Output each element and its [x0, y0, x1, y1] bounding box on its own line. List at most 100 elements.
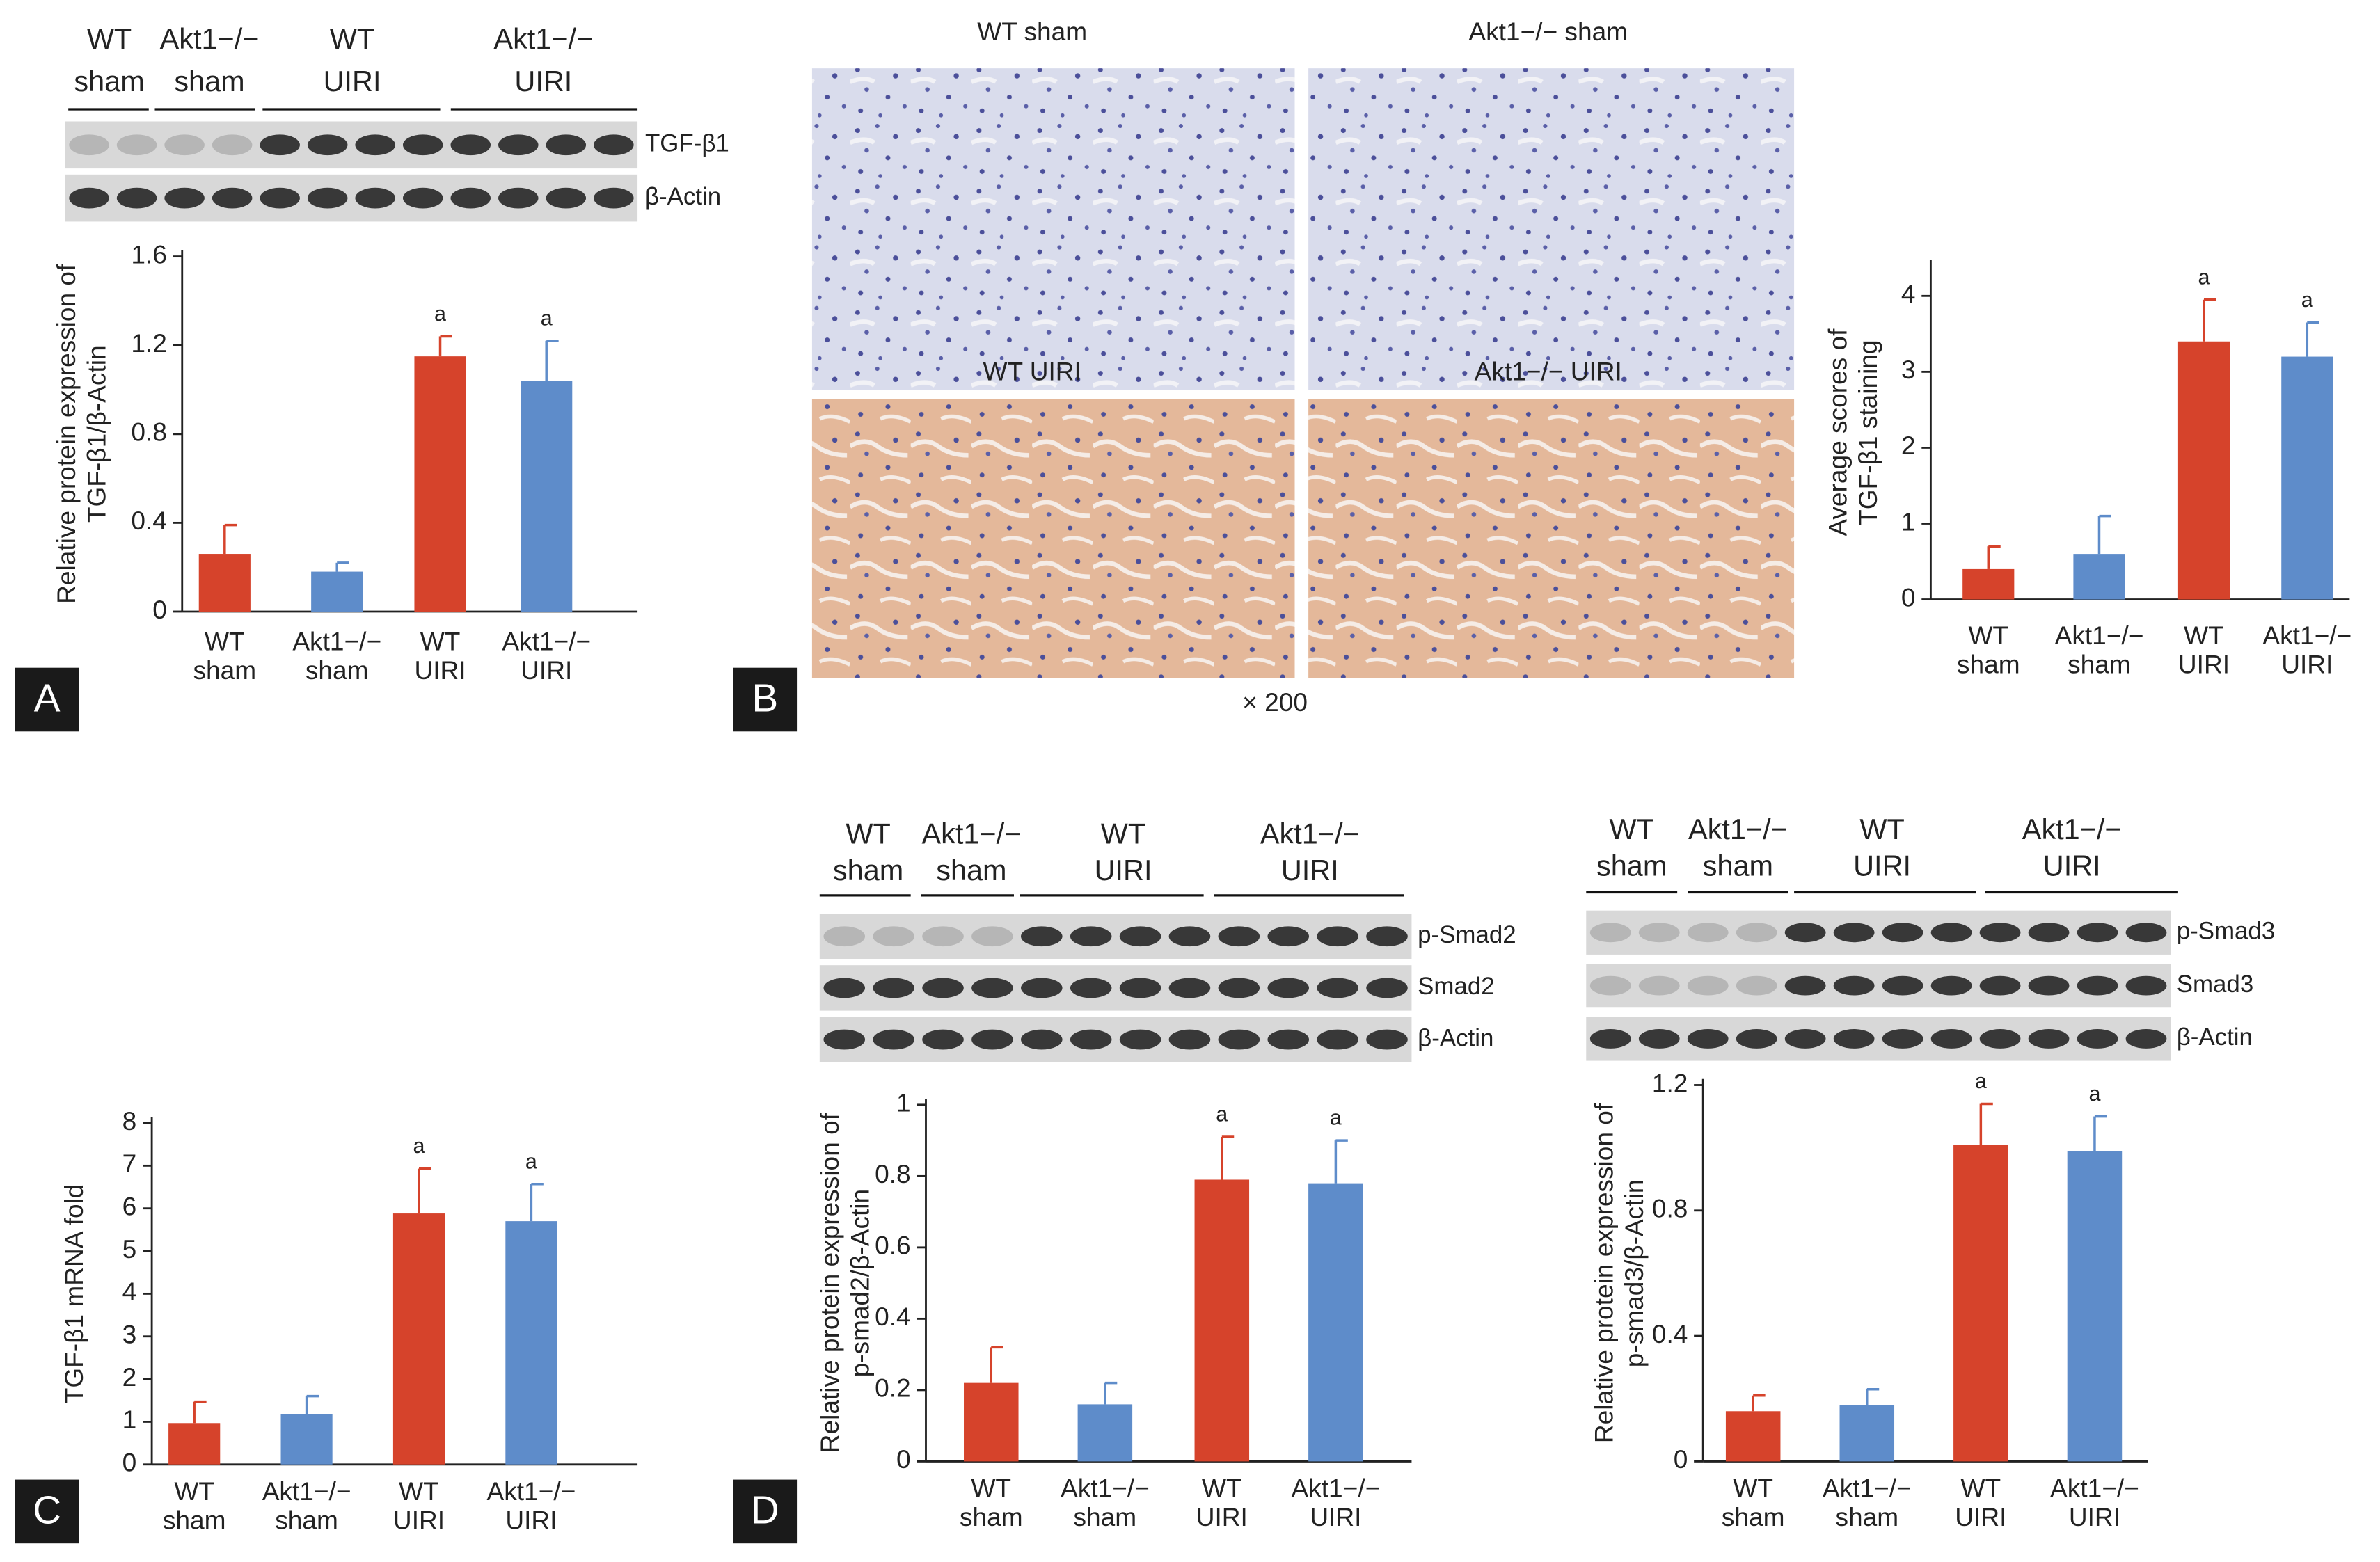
blot-group-label: Akt1−/−: [1688, 813, 1788, 845]
bar: [1725, 1411, 1781, 1462]
x-tick-label: sham: [275, 1505, 338, 1534]
blot-group-label: UIRI: [2043, 850, 2101, 882]
band-label: β-Actin: [1418, 1024, 1493, 1051]
panel-label-box: [15, 667, 79, 732]
band-label: p-Smad2: [1418, 921, 1516, 948]
blot-band: [1317, 978, 1358, 998]
y-tick-label: 1.2: [131, 328, 167, 358]
blot-band: [823, 926, 866, 947]
significance-label: a: [525, 1149, 537, 1173]
blot-band: [1070, 926, 1112, 947]
blot-band: [546, 187, 587, 209]
bar: [392, 1213, 445, 1465]
blot-group-label: WT: [846, 818, 890, 850]
y-tick-label: 1.2: [1652, 1068, 1688, 1097]
blot-band: [1930, 975, 1972, 996]
blot-strip: [819, 914, 1412, 959]
bar: [1194, 1179, 1250, 1462]
y-tick-label: 1: [896, 1088, 911, 1117]
blot-band: [212, 187, 253, 209]
bar: [2281, 356, 2333, 600]
significance-label: a: [1330, 1106, 1342, 1130]
blot-group-label: sham: [936, 854, 1006, 886]
blot-band: [1317, 926, 1358, 947]
blot-band: [1784, 1029, 1826, 1049]
panel-label-box: [15, 1479, 79, 1544]
blot-band: [823, 978, 866, 998]
blot-band: [2077, 1029, 2118, 1049]
blot-band: [1021, 1029, 1063, 1050]
micrograph-label: Akt1−/− UIRI: [1475, 356, 1622, 385]
blot-band: [1638, 1029, 1680, 1049]
bar: [505, 1221, 557, 1465]
panel-label-box: [733, 1479, 798, 1544]
x-tick-label: WT: [420, 627, 461, 656]
x-tick-label: WT: [399, 1476, 439, 1506]
y-tick-label: 0: [1674, 1444, 1688, 1474]
blot-band: [1979, 923, 2021, 943]
significance-label: a: [413, 1134, 425, 1158]
panel-label: A: [34, 677, 61, 721]
blot-band: [1218, 1029, 1260, 1050]
y-tick-label: 1.6: [131, 239, 167, 269]
blot-band: [260, 187, 300, 209]
blot-band: [2077, 975, 2118, 996]
blot-band: [594, 187, 634, 209]
x-tick-label: UIRI: [2069, 1502, 2120, 1531]
micrograph: [811, 68, 1295, 390]
blot-band: [1687, 923, 1729, 943]
bar: [280, 1414, 333, 1465]
bar: [521, 381, 573, 612]
blot-band: [2125, 923, 2167, 943]
blot-band: [922, 926, 964, 947]
y-axis-label: Relative protein expression of: [51, 264, 81, 604]
y-axis-label: p-smad3/β-Actin: [1619, 1179, 1649, 1368]
blot-strip: [1586, 910, 2171, 955]
blot-band: [498, 187, 539, 209]
blot-band: [1168, 926, 1211, 947]
blot-band: [1168, 978, 1211, 998]
blot-band: [594, 134, 634, 156]
y-tick-label: 6: [122, 1192, 137, 1221]
blot-band: [498, 134, 539, 156]
x-tick-label: sham: [163, 1505, 226, 1534]
blot-band: [307, 134, 348, 156]
blot-group-label: sham: [833, 854, 903, 886]
blot-band: [450, 134, 491, 156]
blot-strip: [1586, 1017, 2171, 1061]
y-tick-label: 2: [122, 1362, 137, 1392]
x-tick-label: WT: [2184, 621, 2224, 650]
blot-band: [307, 187, 348, 209]
micrograph-label: WT UIRI: [983, 356, 1081, 385]
blot-group-label: sham: [1596, 850, 1667, 882]
significance-label: a: [1216, 1103, 1228, 1126]
x-tick-label: sham: [1074, 1502, 1137, 1531]
bar: [1953, 1145, 2008, 1462]
x-tick-label: Akt1−/−: [1292, 1474, 1381, 1503]
blot-band: [1366, 926, 1408, 947]
y-tick-label: 0: [896, 1444, 911, 1474]
x-tick-label: Akt1−/−: [292, 627, 381, 656]
x-tick-label: Akt1−/−: [262, 1476, 351, 1506]
blot-band: [2028, 1029, 2070, 1049]
micrograph-label: WT sham: [977, 17, 1087, 46]
blot-band: [1119, 978, 1161, 998]
blot-band: [2028, 923, 2070, 943]
bar: [1077, 1404, 1133, 1462]
blot-group-label: UIRI: [514, 65, 572, 97]
x-tick-label: UIRI: [1196, 1502, 1248, 1531]
y-tick-label: 0.4: [1652, 1319, 1688, 1348]
x-tick-label: UIRI: [1310, 1502, 1361, 1531]
y-axis-label: Average scores of: [1823, 328, 1852, 536]
magnification: × 200: [1242, 687, 1308, 717]
panel-label-box: [733, 667, 798, 732]
x-tick-label: sham: [960, 1502, 1023, 1531]
x-tick-label: UIRI: [505, 1505, 557, 1534]
blot-band: [971, 926, 1013, 947]
blot-band: [1930, 923, 1972, 943]
blot-band: [1119, 1029, 1161, 1050]
x-tick-label: sham: [1835, 1502, 1898, 1531]
blot-group-label: sham: [1703, 850, 1773, 882]
band-label: p-Smad3: [2177, 918, 2276, 945]
